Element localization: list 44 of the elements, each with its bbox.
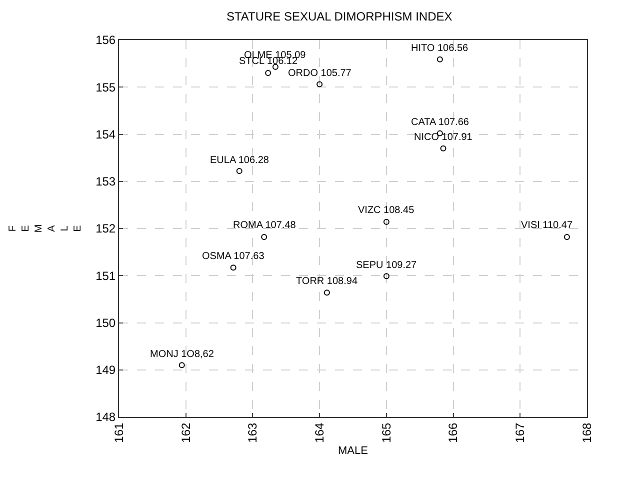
x-tick-label: 161 — [112, 422, 126, 443]
annotation: CATA 107.66 — [411, 117, 470, 128]
point — [178, 362, 185, 368]
annotation: HITO 106.56 — [411, 43, 469, 54]
y-tick-label: 149 — [96, 363, 116, 378]
y-tick-label: 155 — [96, 80, 116, 94]
y-tick-label: 154 — [96, 127, 116, 142]
x-tick-label: 167 — [513, 422, 528, 443]
annotation: VIZC 108.45 — [358, 205, 415, 216]
y-axis-title: FEMALE — [8, 224, 84, 233]
annotation: NICO 107.91 — [414, 132, 473, 143]
x-tick-label: 162 — [178, 422, 193, 443]
point — [564, 234, 570, 240]
annotation: ORDO 105.77 — [288, 68, 352, 79]
point — [265, 70, 272, 76]
point — [383, 273, 390, 280]
point — [230, 264, 236, 271]
annotation: OSMA 107.63 — [202, 251, 265, 262]
x-tick-label: 166 — [446, 422, 460, 443]
y-tick-label: 153 — [96, 174, 116, 189]
x-tick-label: 168 — [580, 422, 594, 443]
y-tick-label: 150 — [96, 316, 116, 330]
annotation: ROMA 107.48 — [233, 220, 296, 231]
x-tick-label: 165 — [379, 422, 394, 443]
annotation: EULA 106.28 — [210, 155, 270, 166]
chart-title: STATURE SEXUAL DIMORPHISM INDEX — [226, 9, 452, 24]
y-tick-label: 152 — [96, 222, 116, 236]
y-tick-label: 151 — [96, 268, 116, 283]
point — [316, 81, 323, 88]
annotation: SEPU 109.27 — [356, 260, 418, 271]
y-tick-label: 156 — [96, 33, 116, 48]
point — [324, 290, 330, 296]
x-tick-label: 164 — [312, 422, 326, 443]
annotation: VISI 110.47 — [521, 220, 573, 231]
x-tick-label: 163 — [246, 422, 260, 443]
point — [261, 234, 268, 240]
point — [440, 145, 446, 152]
point — [236, 168, 242, 174]
point — [383, 218, 390, 225]
point — [436, 56, 443, 62]
y-tick-label: 148 — [96, 410, 116, 424]
x-axis-title: MALE — [338, 445, 368, 458]
annotation: TORR 108.94 — [296, 276, 358, 287]
annotation: MONJ 1O8,62 — [150, 349, 214, 360]
